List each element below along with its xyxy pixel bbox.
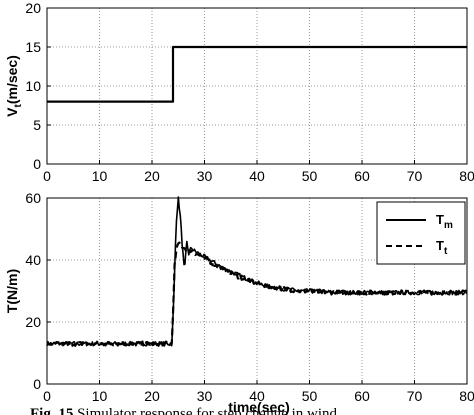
speed-series bbox=[47, 45, 467, 103]
torque-y-tick-label: 20 bbox=[25, 314, 41, 330]
torque-y-tick-label: 60 bbox=[25, 190, 41, 206]
torque-series bbox=[46, 196, 468, 347]
legend-label-tm: Tm bbox=[436, 212, 453, 231]
torque-y-ticks: 0 20 40 60 bbox=[25, 190, 51, 392]
torque-x-ticks: 0 10 20 30 40 50 60 70 80 bbox=[43, 380, 474, 404]
torque-x-tick-label: 50 bbox=[302, 388, 318, 404]
speed-x-tick-label: 60 bbox=[354, 168, 370, 184]
speed-x-tick-label: 30 bbox=[197, 168, 213, 184]
speed-x-tick-label: 80 bbox=[459, 168, 474, 184]
speed-series-line-1 bbox=[47, 45, 467, 103]
speed-y-ticks: 0 5 10 15 20 bbox=[25, 0, 51, 172]
torque-x-tick-label: 20 bbox=[144, 388, 160, 404]
torque-x-tick-label: 30 bbox=[197, 388, 213, 404]
torque-panel: 0 20 40 60 0 10 20 30 40 50 60 70 80 T(N/m) time(se… bbox=[4, 190, 474, 415]
time-x-axis-label: time(sec) bbox=[228, 399, 289, 415]
speed-x-tick-label: 0 bbox=[43, 168, 51, 184]
figure-caption: Fig. 15 Simulator response for step chan… bbox=[30, 406, 338, 415]
torque-y-tick-label: 0 bbox=[33, 376, 41, 392]
speed-y-tick-label: 15 bbox=[25, 39, 41, 55]
speed-x-tick-label: 50 bbox=[302, 168, 318, 184]
speed-y-tick-label: 20 bbox=[25, 0, 41, 16]
torque-x-tick-label: 80 bbox=[459, 388, 474, 404]
legend-box bbox=[376, 201, 466, 265]
speed-y-tick-label: 0 bbox=[33, 156, 41, 172]
speed-grid bbox=[47, 8, 467, 164]
torque-series-line-1 bbox=[46, 196, 468, 347]
torque-x-tick-label: 60 bbox=[354, 388, 370, 404]
speed-y-tick-label: 5 bbox=[33, 117, 41, 133]
torque-legend: Tm Tt bbox=[376, 201, 466, 265]
speed-x-tick-label: 40 bbox=[249, 168, 265, 184]
torque-x-tick-label: 70 bbox=[407, 388, 423, 404]
torque-x-tick-label: 0 bbox=[43, 388, 51, 404]
legend-label-tt: Tt bbox=[436, 238, 448, 257]
torque-x-tick-label: 40 bbox=[249, 388, 265, 404]
speed-y-axis-label: Vt(m/sec) bbox=[4, 55, 24, 117]
speed-x-tick-label: 20 bbox=[144, 168, 160, 184]
speed-y-tick-label: 10 bbox=[25, 78, 41, 94]
torque-y-tick-label: 40 bbox=[25, 252, 41, 268]
speed-panel: 0 5 10 15 20 0 10 20 30 40 50 60 70 80 Vt(m/sec) bbox=[4, 0, 474, 184]
speed-x-tick-label: 10 bbox=[92, 168, 108, 184]
torque-x-tick-label: 10 bbox=[92, 388, 108, 404]
torque-y-axis-label: T(N/m) bbox=[4, 269, 20, 313]
speed-x-tick-label: 70 bbox=[407, 168, 423, 184]
torque-series-line-2 bbox=[46, 241, 468, 347]
speed-x-ticks: 0 10 20 30 40 50 60 70 80 bbox=[43, 160, 474, 184]
